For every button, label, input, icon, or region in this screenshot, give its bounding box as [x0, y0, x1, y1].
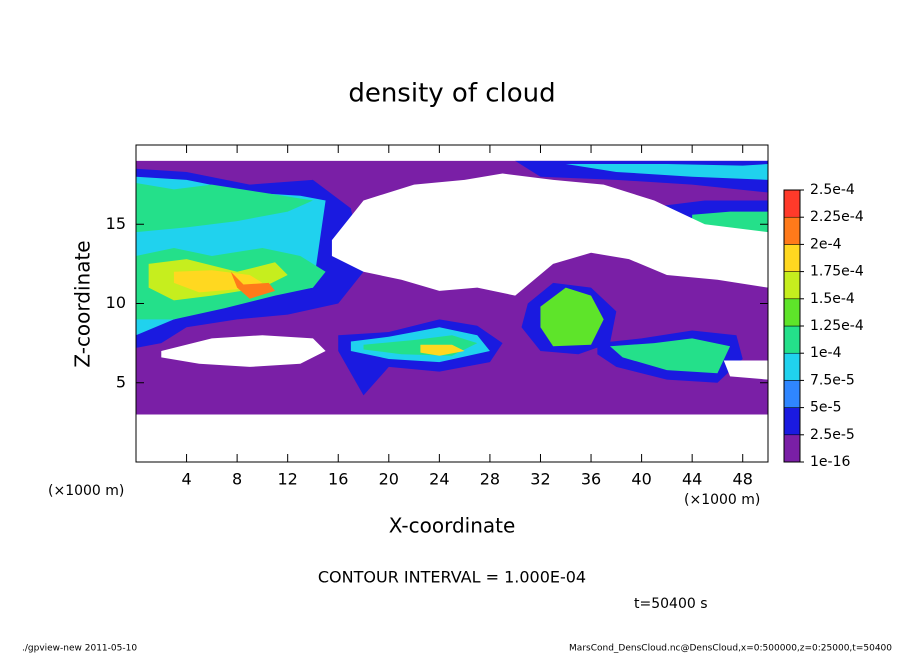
x-tick-label: 8 [232, 470, 242, 489]
contour-interval: CONTOUR INTERVAL = 1.000E-04 [318, 568, 586, 587]
x-tick-label: 28 [480, 470, 500, 489]
colorbar-label: 5e-5 [810, 400, 841, 416]
colorbar-band [783, 380, 801, 408]
x-tick-label: 24 [429, 470, 449, 489]
contour-region [420, 344, 465, 356]
colorbar-band [783, 216, 801, 245]
x-tick-label: 40 [631, 470, 651, 489]
x-tick-label: 16 [328, 470, 348, 489]
contour-region [565, 164, 768, 180]
colorbar-label: 1e-4 [810, 345, 842, 361]
below-range-region [161, 335, 326, 367]
colorbar-label: 2.5e-4 [810, 182, 855, 198]
colorbar-band [783, 434, 801, 463]
colorbar-band [783, 189, 801, 218]
x-tick-label: 12 [278, 470, 298, 489]
contour-region [230, 271, 276, 299]
x-tick-label: 48 [733, 470, 753, 489]
time-label: t=50400 s [634, 596, 708, 612]
x-tick-label: 44 [682, 470, 702, 489]
colorbar-label: 1.5e-4 [810, 291, 855, 307]
x-tick-label: 36 [581, 470, 601, 489]
y-tick-label: 10 [106, 293, 126, 312]
colorbar-label: 7.5e-5 [810, 372, 855, 388]
colorbar-band [783, 325, 801, 354]
colorbar-band [783, 298, 801, 327]
y-axis-label: Z-coordinate [71, 240, 95, 367]
footer-left: ./gpview-new 2011-05-10 [22, 644, 137, 654]
x-tick-label: 32 [530, 470, 550, 489]
x-tick-label: 20 [379, 470, 399, 489]
y-tick-label: 15 [106, 214, 126, 233]
below-range-region [331, 173, 768, 296]
colorbar-label: 1.75e-4 [810, 264, 864, 280]
x-tick-label: 4 [181, 470, 191, 489]
contour-region [540, 287, 604, 347]
below-range-region [723, 360, 768, 380]
colorbar-label: 2.25e-4 [810, 209, 864, 225]
colorbar-band [783, 244, 801, 272]
colorbar-label: 2e-4 [810, 236, 842, 252]
colorbar-band [783, 407, 801, 436]
footer-right: MarsCond_DensCloud.nc@DensCloud,x=0:5000… [569, 644, 892, 654]
colorbar-band [783, 271, 801, 300]
x-unit-right: (×1000 m) [684, 492, 760, 508]
colorbar-label: 1e-16 [810, 454, 850, 470]
contour-region [610, 338, 731, 374]
contour-region [136, 183, 313, 233]
chart-title: density of cloud [348, 79, 555, 109]
colorbar-label: 1.25e-4 [810, 318, 864, 334]
x-unit: (×1000 m) [48, 483, 124, 499]
colorbar-label: 2.5e-5 [810, 427, 855, 443]
y-tick-label: 5 [116, 372, 126, 391]
colorbar-band [783, 352, 801, 381]
x-axis-label: X-coordinate [389, 514, 516, 538]
colorbar-frame [783, 189, 801, 463]
